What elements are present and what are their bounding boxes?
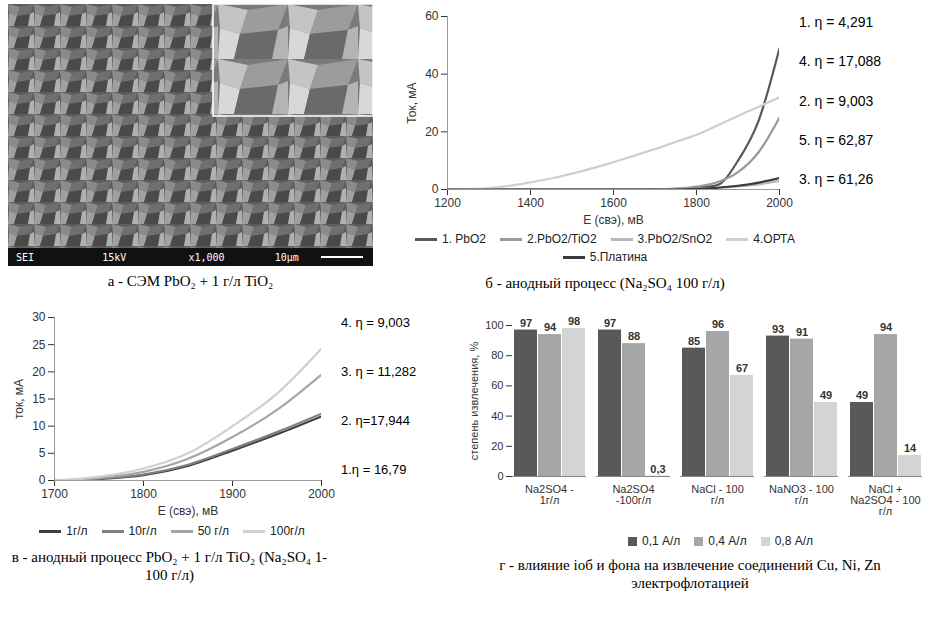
- svg-text:97: 97: [604, 317, 616, 329]
- svg-text:94: 94: [880, 321, 893, 333]
- svg-text:30: 30: [32, 310, 46, 324]
- html-text:5. η = 62,87: 5. η = 62,87: [799, 131, 874, 148]
- html-text:3. η = 61,26: 3. η = 61,26: [799, 171, 874, 187]
- svg-text:0,3: 0,3: [650, 463, 665, 475]
- svg-text:40: 40: [425, 67, 439, 81]
- svg-text:0: 0: [39, 473, 46, 487]
- svg-text:80: 80: [491, 349, 503, 361]
- html-text:3. η = 11,282: 3. η = 11,282: [341, 364, 417, 379]
- svg-text:60: 60: [425, 9, 439, 23]
- svg-text:10: 10: [32, 419, 46, 433]
- svg-text:10μm: 10μm: [275, 252, 299, 263]
- svg-text:SEI: SEI: [16, 252, 34, 263]
- html-text:0,1 А/л: 0,1 А/л: [642, 534, 681, 548]
- html-text:1г/л: 1г/л: [66, 524, 88, 538]
- svg-text:40: 40: [491, 410, 503, 422]
- html-text:2. η=17,944: 2. η=17,944: [341, 413, 410, 428]
- svg-text:88: 88: [628, 330, 640, 342]
- html-text:в - анодный процесс PbO₂ + 1 г: в - анодный процесс PbO₂ + 1 г/л TiO₂ (N…: [11, 549, 328, 583]
- html-text:100г/л: 100г/л: [270, 524, 305, 538]
- svg-text:1200: 1200: [434, 196, 461, 210]
- svg-text:25: 25: [32, 338, 46, 352]
- svg-text:94: 94: [544, 321, 557, 333]
- svg-text:ток, мА: ток, мА: [12, 379, 26, 419]
- svg-text:2000: 2000: [766, 196, 793, 210]
- svg-text:1800: 1800: [683, 196, 710, 210]
- html-text:5.Платина: 5.Платина: [589, 250, 648, 264]
- html-text:50 г/л: 50 г/л: [197, 524, 230, 538]
- svg-text:91: 91: [796, 326, 808, 338]
- svg-text:0: 0: [432, 182, 439, 196]
- svg-text:98: 98: [568, 315, 580, 327]
- html-text:3.PbO2/SnO2: 3.PbO2/SnO2: [637, 232, 713, 246]
- svg-text:E (свэ), мВ: E (свэ), мВ: [158, 504, 219, 518]
- svg-text:NaCl - 100г/л: NaCl - 100г/л: [691, 483, 744, 506]
- html-text:0,4 А/л: 0,4 А/л: [708, 534, 747, 548]
- html-text:б - анодный процесс (Na₂SO₄ 10: б - анодный процесс (Na₂SO₄ 100 г/л): [485, 275, 725, 291]
- svg-text:0: 0: [497, 470, 503, 482]
- svg-text:Na2SO4-100г/л: Na2SO4-100г/л: [612, 483, 654, 506]
- html-text:0,8 А/л: 0,8 А/л: [774, 534, 813, 548]
- html-text:2.PbO2/TiO2: 2.PbO2/TiO2: [527, 232, 597, 246]
- svg-text:60: 60: [491, 379, 503, 391]
- svg-text:96: 96: [712, 318, 724, 330]
- html-text:1. η = 4,291: 1. η = 4,291: [799, 14, 874, 30]
- html-text:г - влияние iоб и фона на извл: г - влияние iоб и фона на извлечение сое…: [499, 557, 881, 591]
- svg-text:20: 20: [425, 125, 439, 139]
- html-text:1. PbO2: 1. PbO2: [442, 232, 486, 246]
- svg-text:1700: 1700: [41, 487, 68, 501]
- svg-text:49: 49: [820, 389, 832, 401]
- html-text:2. η = 9,003: 2. η = 9,003: [799, 92, 874, 109]
- svg-text:x1,000: x1,000: [189, 252, 225, 263]
- html-text:4.ОРТА: 4.ОРТА: [753, 232, 795, 246]
- svg-text:14: 14: [904, 442, 917, 454]
- html-text:4. η = 9,003: 4. η = 9,003: [341, 315, 410, 330]
- svg-text:85: 85: [688, 335, 700, 347]
- svg-text:2000: 2000: [308, 487, 335, 501]
- svg-text:1400: 1400: [517, 196, 544, 210]
- svg-text:15: 15: [32, 392, 46, 406]
- svg-text:NaCl +Na2SO4 - 100г/л: NaCl +Na2SO4 - 100г/л: [850, 483, 920, 517]
- html-text:10г/л: 10г/л: [128, 524, 157, 538]
- svg-text:1800: 1800: [130, 487, 157, 501]
- svg-text:97: 97: [520, 317, 532, 329]
- svg-text:Ток, мА: Ток, мА: [405, 82, 419, 123]
- html-text:1.η = 16,79: 1.η = 16,79: [341, 462, 407, 477]
- svg-text:1600: 1600: [600, 196, 627, 210]
- svg-text:NaNO3 - 100г/л: NaNO3 - 100г/л: [769, 483, 834, 506]
- svg-text:степень извлечения, %: степень извлечения, %: [468, 342, 480, 461]
- svg-text:5: 5: [39, 446, 46, 460]
- svg-text:E (свэ), мВ: E (свэ), мВ: [583, 213, 644, 227]
- svg-text:67: 67: [736, 362, 748, 374]
- svg-text:100: 100: [485, 319, 503, 331]
- svg-text:20: 20: [491, 440, 503, 452]
- html-text:а - СЭМ PbO₂ + 1 г/л TiO₂: а - СЭМ PbO₂ + 1 г/л TiO₂: [107, 273, 274, 289]
- html-text:4. η = 17,088: 4. η = 17,088: [799, 53, 882, 70]
- svg-text:93: 93: [772, 323, 784, 335]
- svg-text:Na2SO4 -1г/л: Na2SO4 -1г/л: [525, 483, 574, 506]
- svg-text:1900: 1900: [219, 487, 246, 501]
- svg-text:15kV: 15kV: [102, 252, 126, 263]
- svg-text:49: 49: [856, 389, 868, 401]
- svg-text:20: 20: [32, 365, 46, 379]
